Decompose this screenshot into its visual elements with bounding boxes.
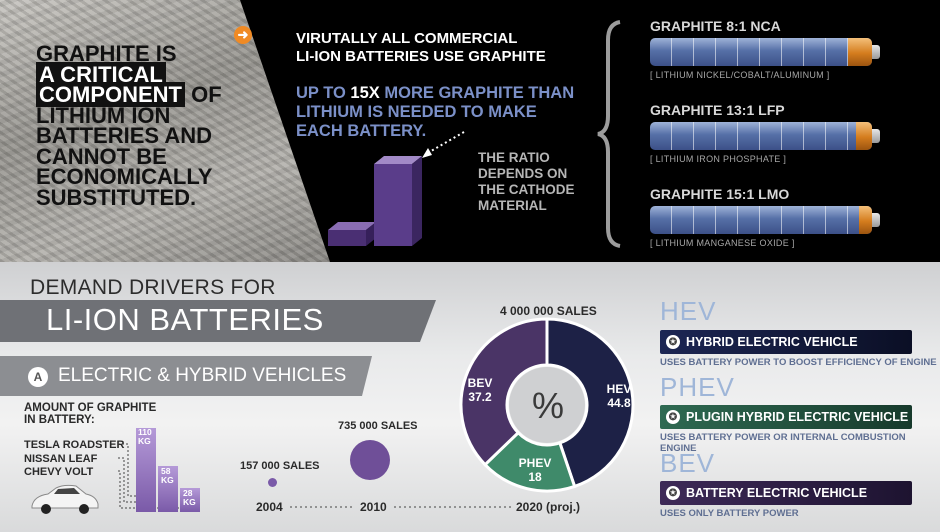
- headline-part5: LITHIUM ION BATTERIES AND CANNOT BE ECON…: [36, 102, 213, 210]
- bar-leaf: [158, 466, 178, 512]
- graphite-amount-title: AMOUNT OF GRAPHITE IN BATTERY:: [24, 402, 156, 426]
- bev-icon: ✪: [666, 486, 680, 500]
- year-2010: 2010: [360, 500, 387, 514]
- car-icon: [31, 484, 99, 514]
- intro-line2: LI-ION BATTERIES USE GRAPHITE: [296, 48, 546, 65]
- battery-graphite-fill: [650, 122, 856, 150]
- brace-icon: [597, 20, 621, 248]
- battery-chemistry: [ LITHIUM MANGANESE OXIDE ]: [650, 238, 795, 248]
- ratio-line4: LITHIUM IS NEEDED TO MAKE: [296, 103, 537, 121]
- donut-hole: [509, 367, 585, 443]
- battery-graphic: [650, 206, 872, 234]
- intro-text: VIRUTALLY ALL COMMERCIAL LI-ION BATTERIE…: [296, 30, 576, 66]
- sales-2010: 735 000 SALES: [338, 420, 418, 432]
- demand-line1: DEMAND DRIVERS FOR: [30, 276, 276, 299]
- donut-label-hev: HEV 44.8: [604, 382, 634, 410]
- battery-terminal: [872, 45, 880, 59]
- section-a-banner: [0, 356, 372, 396]
- hev-desc: USES BATTERY POWER TO BOOST EFFICIENCY O…: [660, 357, 937, 368]
- phev-label: PHEV: [518, 456, 552, 470]
- battery-terminal: [872, 213, 880, 227]
- graphite-amount-title2: IN BATTERY:: [24, 414, 95, 426]
- hev-abbr: HEV: [660, 296, 717, 326]
- battery-graphic: [650, 38, 872, 66]
- year-2004: 2004: [256, 500, 283, 514]
- battery-terminal: [872, 129, 880, 143]
- donut-center-label: %: [531, 385, 564, 426]
- hev-icon: ✪: [666, 335, 680, 349]
- bev-abbr: BEV: [660, 448, 716, 478]
- battery-graphic: [650, 122, 872, 150]
- bev-pill: ✪ BATTERY ELECTRIC VEHICLE: [660, 481, 912, 505]
- year-2020: 2020 (proj.): [516, 500, 581, 514]
- donut-segment-bev: [459, 317, 549, 467]
- model-volt: CHEVY VOLT: [24, 466, 94, 478]
- hev-pill: ✪ HYBRID ELECTRIC VEHICLE: [660, 330, 912, 354]
- bar-tesla: [136, 428, 156, 512]
- ratio-text: UP TO 15X MORE GRAPHITE THAN LITHIUM IS …: [296, 84, 586, 141]
- headline: GRAPHITE IS A CRITICAL COMPONENT OF LITH…: [36, 41, 236, 210]
- phev-value: 18: [528, 470, 542, 484]
- donut-label-phev: PHEV 18: [518, 456, 552, 484]
- battery-title: GRAPHITE 15:1 LMO: [650, 186, 790, 202]
- timeline-line: [290, 506, 514, 508]
- graphite-amount-title1: AMOUNT OF GRAPHITE: [24, 402, 157, 414]
- battery-graphite-fill: [650, 38, 848, 66]
- phev-icon: ✪: [666, 410, 680, 424]
- battery-lithium-cap: [856, 122, 872, 150]
- bar-volt: [180, 488, 200, 512]
- demand-line2: LI-ION BATTERIES: [46, 302, 324, 337]
- battery-chemistry: [ LITHIUM IRON PHOSPHATE ]: [650, 154, 787, 164]
- battery-chemistry: [ LITHIUM NICKEL/COBALT/ALUMINUM ]: [650, 70, 830, 80]
- phev-desc: USES BATTERY POWER OR INTERNAL COMBUSTIO…: [660, 432, 906, 454]
- model-leaf: NISSAN LEAF: [24, 452, 98, 465]
- bev-name: BATTERY ELECTRIC VEHICLE: [686, 486, 868, 500]
- demand-banner: [0, 300, 436, 342]
- model-tesla: TESLA ROADSTER: [24, 439, 125, 451]
- market-share-donut: [459, 317, 635, 493]
- section-a-title: ELECTRIC & HYBRID VEHICLES: [58, 365, 347, 386]
- headline-part1: GRAPHITE IS: [36, 41, 177, 66]
- battery-title: GRAPHITE 8:1 NCA: [650, 18, 781, 34]
- arrow-right-icon: ➜: [234, 26, 252, 44]
- value-leaf: 58 KG: [161, 466, 174, 485]
- more-text: MORE GRAPHITE THAN: [384, 84, 575, 102]
- intro-line1: VIRUTALLY ALL COMMERCIAL: [296, 30, 518, 47]
- phev-pill: ✪ PLUGIN HYBRID ELECTRIC VEHICLE: [660, 405, 912, 429]
- bubble-2004: [268, 478, 277, 487]
- donut-segment-hev: [545, 317, 635, 489]
- ratio-line5: EACH BATTERY.: [296, 122, 427, 140]
- donut-label-bev: BEV 37.2: [465, 376, 495, 404]
- sales-2020: 4 000 000 SALES: [500, 304, 597, 318]
- bev-value: 37.2: [468, 390, 492, 404]
- bev-desc: USES ONLY BATTERY POWER: [660, 508, 799, 519]
- value-tesla: 110 KG: [138, 427, 152, 446]
- battery-lithium-cap: [847, 38, 872, 66]
- hev-name: HYBRID ELECTRIC VEHICLE: [686, 335, 858, 349]
- phev-abbr: PHEV: [660, 372, 735, 402]
- ratio-note: THE RATIO DEPENDS ON THE CATHODE MATERIA…: [478, 150, 575, 213]
- battery-graphite-fill: [650, 206, 859, 234]
- hev-value: 44.8: [607, 396, 631, 410]
- bev-label: BEV: [467, 376, 493, 390]
- battery-chemistry-text: LITHIUM IRON PHOSPHATE: [655, 154, 781, 164]
- battery-chemistry-text: LITHIUM NICKEL/COBALT/ALUMINUM: [655, 70, 824, 80]
- battery-title: GRAPHITE 13:1 LFP: [650, 102, 785, 118]
- headline-part4: OF: [191, 82, 222, 107]
- section-a-badge: A: [28, 367, 48, 387]
- sales-2004: 157 000 SALES: [240, 460, 320, 472]
- value-volt: 28 KG: [183, 488, 196, 507]
- hev-label: HEV: [606, 382, 632, 396]
- model-list: TESLA ROADSTER NISSAN LEAF CHEVY VOLT: [24, 439, 124, 480]
- battery-chemistry-text: LITHIUM MANGANESE OXIDE: [655, 238, 790, 248]
- battery-lithium-cap: [858, 206, 872, 234]
- up-to-text: UP TO: [296, 84, 346, 102]
- bubble-2010: [350, 440, 390, 480]
- dotted-arrow-icon: [422, 131, 465, 158]
- ratio-number: 15X: [350, 84, 380, 102]
- headline-part3: COMPONENT: [36, 82, 185, 107]
- phev-name: PLUGIN HYBRID ELECTRIC VEHICLE: [686, 410, 909, 424]
- graphite-lithium-bars: [328, 156, 422, 246]
